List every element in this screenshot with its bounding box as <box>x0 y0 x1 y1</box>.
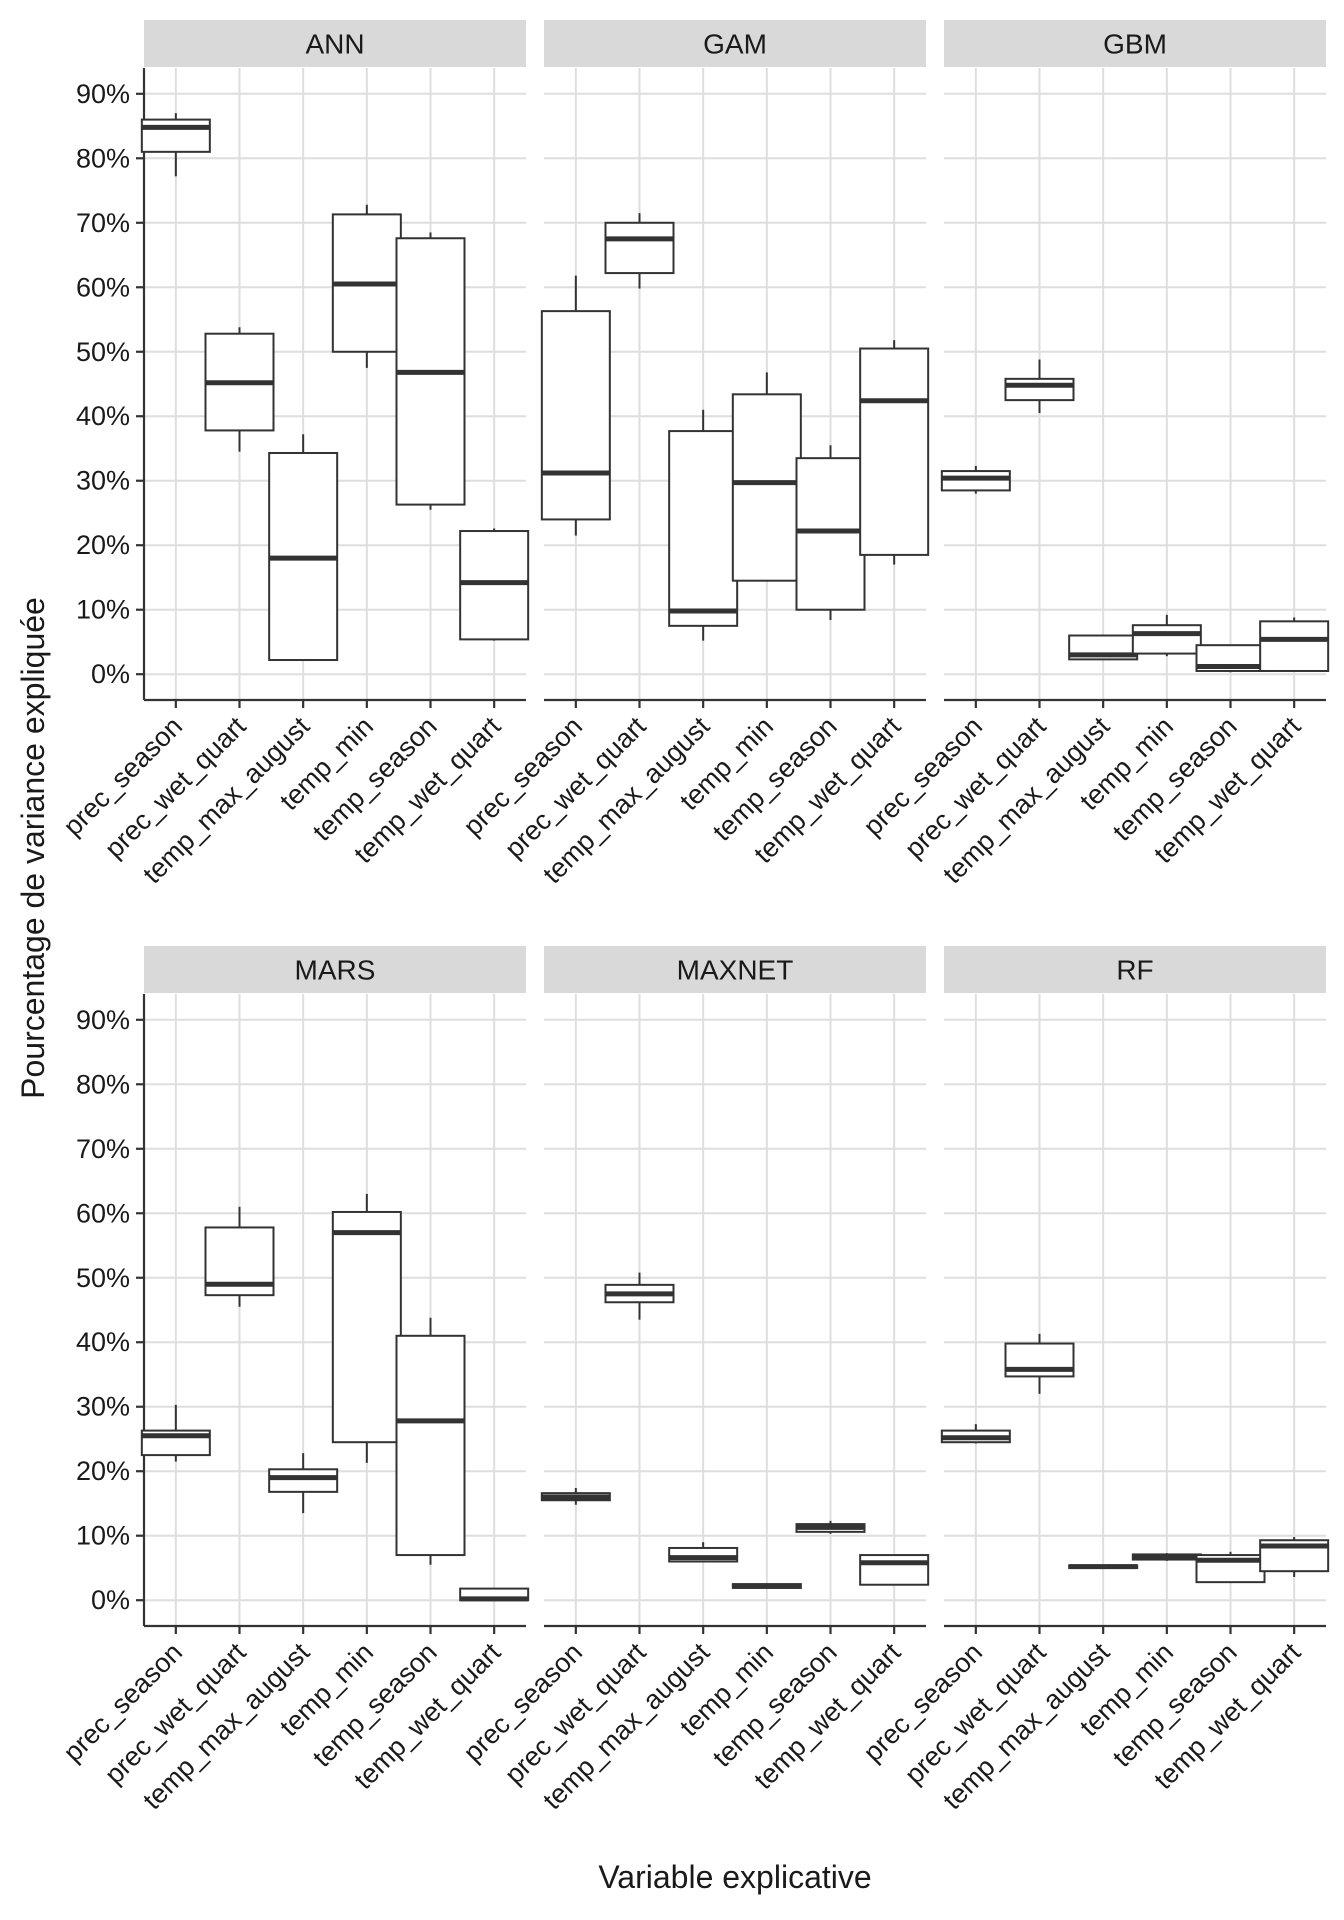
box-gbm-temp_min <box>1131 624 1202 655</box>
y-tick-label-ann-0: 0% <box>91 659 130 689</box>
y-tick-label-mars-40: 40% <box>76 1327 130 1357</box>
y-tick-label-mars-80: 80% <box>76 1069 130 1099</box>
box-gam-temp_wet_quart <box>859 347 930 556</box>
y-tick-label-ann-40: 40% <box>76 401 130 431</box>
facet-title-mars: MARS <box>295 955 376 986</box>
box-gam-temp_min <box>731 393 802 582</box>
y-tick-label-mars-0: 0% <box>91 1585 130 1615</box>
facet-strip-gbm <box>944 20 1326 67</box>
y-tick-label-ann-80: 80% <box>76 143 130 173</box>
y-tick-label-ann-10: 10% <box>76 595 130 625</box>
y-tick-label-mars-90: 90% <box>76 1005 130 1035</box>
y-tick-label-mars-20: 20% <box>76 1456 130 1486</box>
y-tick-label-ann-50: 50% <box>76 337 130 367</box>
facet-strip-ann <box>144 20 526 67</box>
box-gbm-temp_wet_quart <box>1259 620 1330 672</box>
box-mars-temp_min <box>331 1210 402 1444</box>
y-tick-label-mars-50: 50% <box>76 1263 130 1293</box>
facet-title-gam: GAM <box>703 29 767 60</box>
y-tick-label-ann-20: 20% <box>76 530 130 560</box>
box-gam-prec_season <box>540 310 611 521</box>
box-gam-temp_season <box>795 457 866 611</box>
box-gbm-prec_season <box>940 470 1011 492</box>
facet-strip-mars <box>144 946 526 993</box>
box-ann-prec_season <box>140 118 211 153</box>
y-tick-label-mars-60: 60% <box>76 1198 130 1228</box>
facet-title-ann: ANN <box>305 29 364 60</box>
facet-strip-rf <box>944 946 1326 993</box>
y-axis-title: Pourcentage de variance expliquée <box>15 597 51 1099</box>
y-tick-label-ann-70: 70% <box>76 208 130 238</box>
box-gam-prec_wet_quart <box>604 221 675 275</box>
y-tick-label-mars-10: 10% <box>76 1521 130 1551</box>
y-tick-label-ann-30: 30% <box>76 466 130 496</box>
box-ann-temp_wet_quart <box>459 530 530 641</box>
facet-strip-maxnet <box>544 946 926 993</box>
facet-strip-gam <box>544 20 926 67</box>
facet-title-maxnet: MAXNET <box>677 955 794 986</box>
box-mars-temp_season <box>395 1334 466 1557</box>
y-tick-label-mars-70: 70% <box>76 1134 130 1164</box>
x-axis-title: Variable explicative <box>598 1859 871 1895</box>
facet-title-rf: RF <box>1116 955 1153 986</box>
box-gbm-prec_wet_quart <box>1004 377 1075 402</box>
box-maxnet-temp_wet_quart <box>859 1554 930 1586</box>
y-tick-label-mars-30: 30% <box>76 1392 130 1422</box>
box-gam-temp_max_august <box>668 430 739 627</box>
y-tick-label-ann-60: 60% <box>76 272 130 302</box>
facet-title-gbm: GBM <box>1103 29 1167 60</box>
box-mars-temp_max_august <box>268 1468 339 1493</box>
y-tick-label-ann-90: 90% <box>76 79 130 109</box>
